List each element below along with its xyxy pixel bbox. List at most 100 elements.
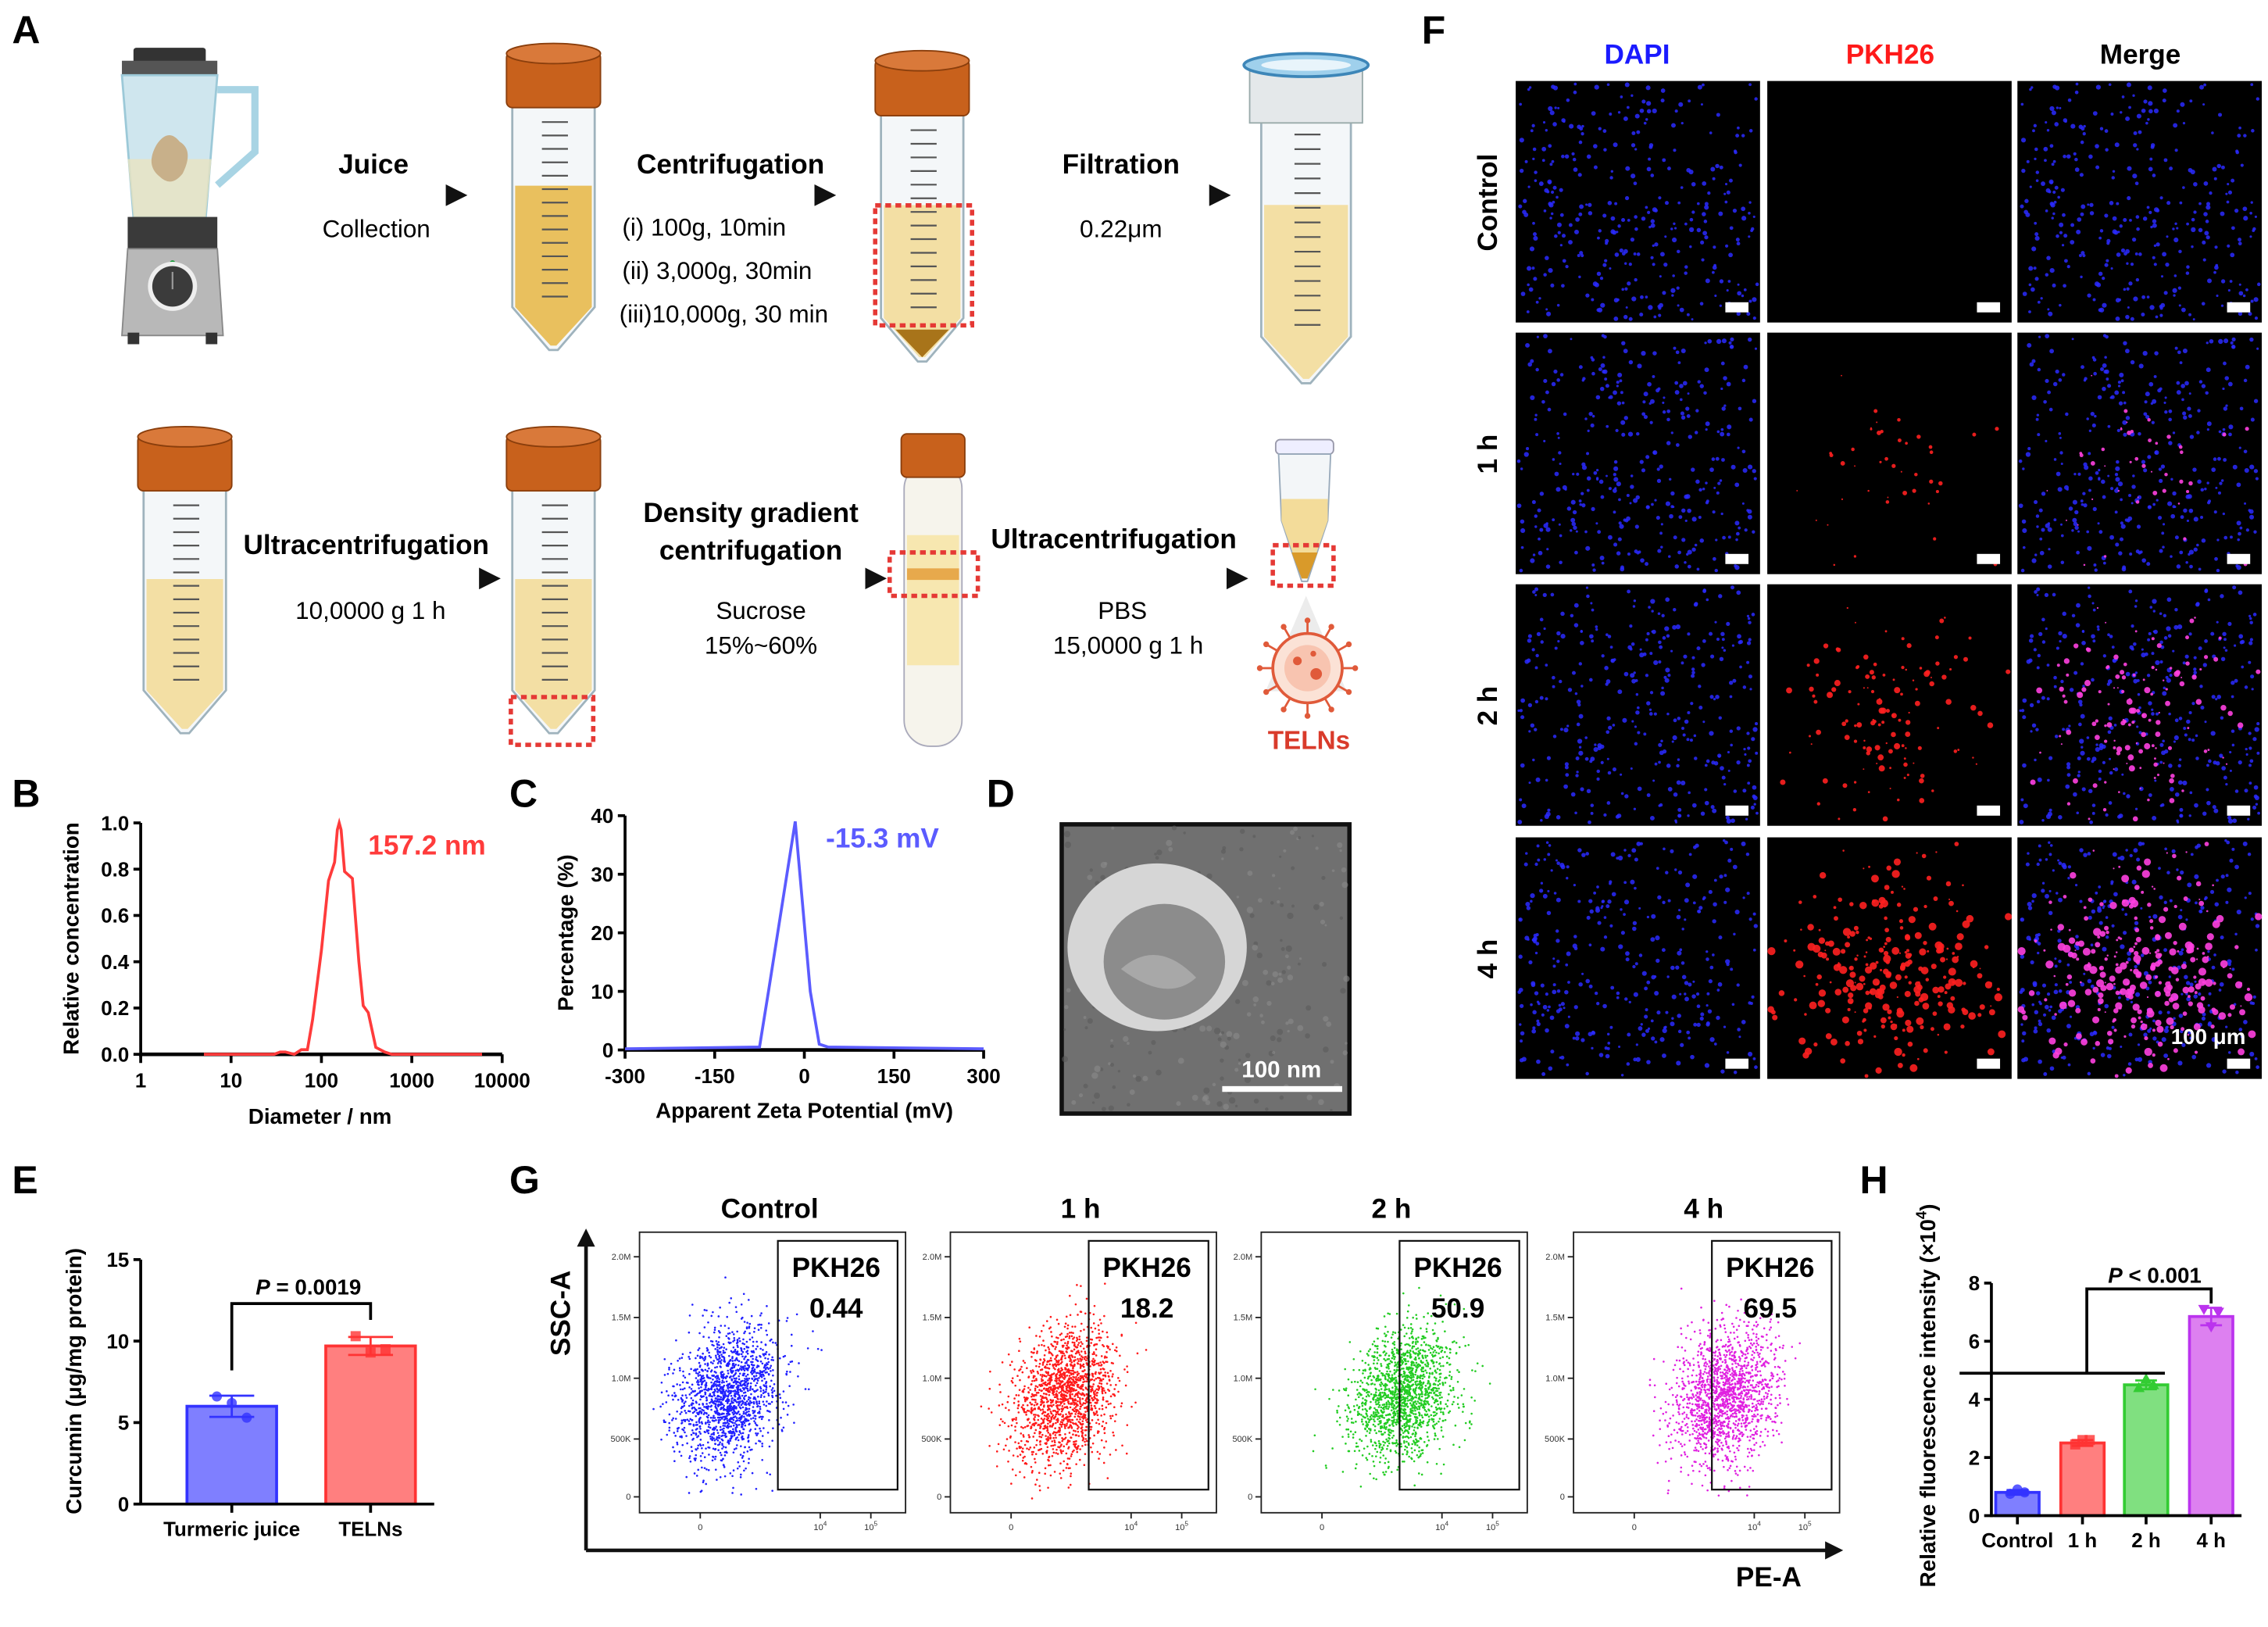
nucleus-dot — [1634, 725, 1638, 728]
nucleus-dot — [1736, 983, 1740, 987]
nucleus-dot — [1586, 915, 1591, 920]
pkh26-dot — [2159, 1064, 2168, 1072]
nucleus-dot — [1520, 545, 1524, 549]
nucleus-dot — [1689, 217, 1694, 222]
nucleus-dot — [1632, 926, 1637, 932]
nucleus-dot — [1705, 421, 1710, 427]
event-dot — [724, 1276, 727, 1278]
tem-texture — [1109, 1063, 1115, 1067]
pkh26-dot — [2060, 743, 2063, 746]
nucleus-dot — [2248, 781, 2252, 785]
nucleus-dot — [2038, 508, 2043, 513]
nucleus-dot — [2189, 982, 2194, 987]
nucleus-dot — [2071, 338, 2074, 341]
event-dot — [735, 1447, 738, 1450]
event-dot — [713, 1439, 716, 1442]
tem-texture — [1217, 1037, 1222, 1042]
nucleus-dot — [1704, 341, 1707, 345]
nucleus-dot — [2041, 527, 2045, 532]
nucleus-dot — [1584, 417, 1588, 420]
nucleus-dot — [2176, 868, 2179, 871]
tem-texture — [1216, 1101, 1223, 1107]
nucleus-dot — [1694, 756, 1698, 760]
highlight-box — [509, 695, 596, 747]
pkh26-dot — [2202, 956, 2209, 964]
nucleus-dot — [2035, 514, 2040, 518]
nucleus-dot — [1530, 981, 1536, 986]
tem-texture — [1294, 1070, 1300, 1076]
event-dot — [750, 1418, 752, 1420]
nucleus-dot — [2104, 263, 2109, 267]
nucleus-dot — [2249, 759, 2254, 763]
tem-texture — [1101, 1107, 1106, 1112]
event-dot — [696, 1368, 698, 1371]
event-dot — [668, 1413, 671, 1416]
event-dot — [732, 1418, 735, 1421]
event-dot — [731, 1475, 734, 1478]
pkh26-dot — [1824, 949, 1827, 952]
pkh26-dot — [1903, 777, 1906, 779]
nucleus-dot — [2109, 771, 2113, 775]
event-dot — [772, 1369, 774, 1371]
nucleus-dot — [2043, 1072, 2048, 1076]
event-dot — [731, 1331, 734, 1333]
nucleus-dot — [1605, 384, 1609, 388]
nucleus-dot — [1649, 691, 1654, 695]
tem-texture — [1290, 830, 1295, 835]
nucleus-dot — [2205, 788, 2209, 792]
nucleus-dot — [1682, 733, 1686, 737]
event-dot — [760, 1375, 763, 1378]
nucleus-dot — [1642, 652, 1647, 656]
event-dot — [732, 1451, 735, 1454]
nucleus-dot — [1645, 1008, 1648, 1012]
nucleus-dot — [1563, 728, 1569, 733]
nucleus-dot — [1628, 1000, 1631, 1003]
nucleus-dot — [2057, 939, 2062, 943]
event-dot — [716, 1432, 720, 1434]
nucleus-dot — [1640, 295, 1644, 299]
nucleus-dot — [1536, 1021, 1541, 1027]
nucleus-dot — [2026, 159, 2030, 163]
nucleus-dot — [2248, 614, 2252, 617]
nucleus-dot — [2025, 862, 2030, 867]
nucleus-dot — [2193, 181, 2198, 187]
pkh26-dot — [1931, 789, 1934, 792]
event-dot — [723, 1381, 725, 1383]
pkh26-dot — [2128, 896, 2136, 904]
nucleus-dot — [2114, 510, 2118, 514]
nucleus-dot — [1716, 637, 1720, 642]
pkh26-dot — [2245, 427, 2249, 431]
pkh26-dot — [1807, 942, 1816, 951]
nucleus-dot — [1578, 212, 1583, 216]
event-dot — [727, 1341, 730, 1344]
nucleus-dot — [1545, 522, 1548, 525]
pkh26-dot — [1873, 1035, 1877, 1039]
nucleus-dot — [2148, 701, 2152, 706]
tem-texture — [1298, 962, 1301, 966]
nucleus-dot — [1636, 431, 1640, 436]
nucleus-dot — [2077, 699, 2083, 704]
tem-texture — [1155, 856, 1159, 860]
pkh26-dot — [1806, 663, 1810, 667]
nucleus-dot — [1680, 961, 1685, 965]
pkh26-dot — [1945, 983, 1952, 990]
nucleus-dot — [1627, 218, 1630, 222]
nucleus-dot — [1585, 1071, 1589, 1076]
event-dot — [693, 1472, 696, 1475]
nucleus-dot — [1652, 244, 1655, 248]
pkh26-dot — [1834, 680, 1841, 687]
nucleus-dot — [2088, 488, 2091, 492]
nucleus-dot — [1674, 564, 1679, 569]
tem-scale-label: 100 nm — [1241, 1057, 1321, 1083]
nucleus-dot — [1659, 645, 1663, 649]
nucleus-dot — [1585, 978, 1591, 984]
nucleus-dot — [2118, 551, 2123, 556]
nucleus-dot — [1708, 889, 1713, 895]
pkh26-dot — [1972, 432, 1977, 437]
event-dot — [677, 1398, 680, 1401]
nucleus-dot — [2093, 563, 2097, 567]
nucleus-dot — [1551, 159, 1555, 163]
nucleus-dot — [2051, 163, 2055, 166]
pkh26-dot — [2156, 1025, 2164, 1033]
event-dot — [738, 1360, 741, 1363]
